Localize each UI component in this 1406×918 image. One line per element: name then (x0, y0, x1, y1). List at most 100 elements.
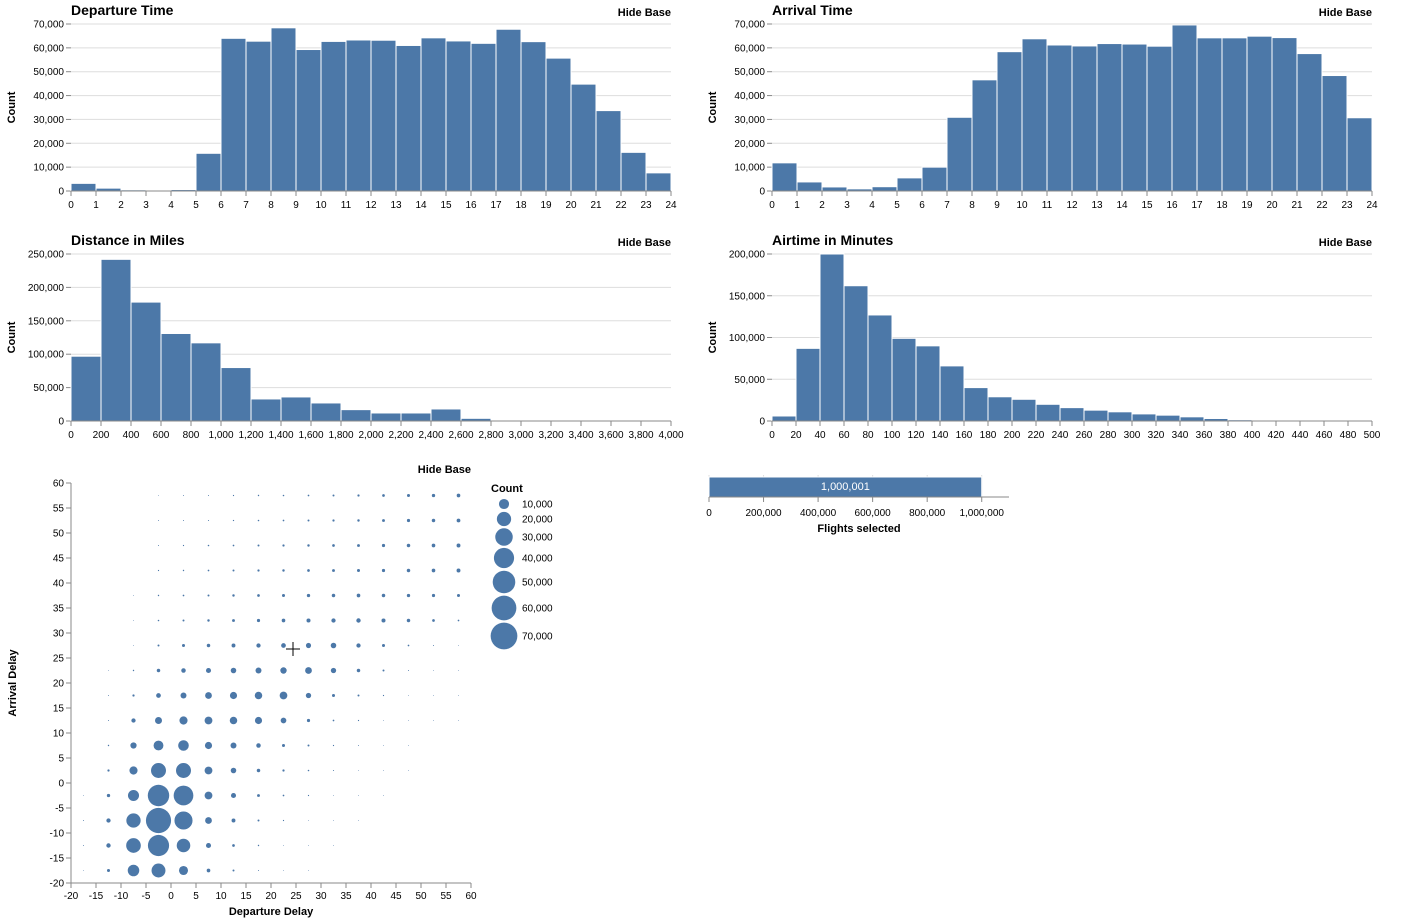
delay-point[interactable] (230, 667, 237, 674)
delay-point[interactable] (204, 791, 213, 800)
distance-bar[interactable] (130, 301, 162, 422)
delay-point[interactable] (307, 569, 310, 572)
delay-point[interactable] (383, 720, 384, 721)
delay-point[interactable] (205, 817, 212, 824)
delay-point[interactable] (229, 716, 238, 725)
delay-point[interactable] (431, 593, 436, 598)
distance-bar[interactable] (310, 402, 342, 422)
delay-point[interactable] (207, 594, 210, 597)
delay-point[interactable] (232, 869, 235, 872)
delay-point[interactable] (456, 593, 461, 598)
delay-point[interactable] (181, 668, 186, 673)
delay-point[interactable] (432, 619, 435, 622)
delay-point[interactable] (231, 818, 236, 823)
delay-point[interactable] (456, 518, 461, 523)
departure-bar[interactable] (345, 39, 372, 192)
delay-point[interactable] (431, 493, 436, 498)
departure-bar[interactable] (245, 40, 272, 192)
delay-point[interactable] (255, 667, 262, 674)
delay-point[interactable] (127, 864, 140, 877)
delay-point[interactable] (176, 838, 191, 853)
airtime-bar[interactable] (1107, 411, 1133, 422)
delay-point[interactable] (331, 618, 336, 623)
delay-point[interactable] (358, 820, 359, 821)
delay-point[interactable] (205, 842, 212, 849)
delay-point[interactable] (282, 794, 285, 797)
departure-hide-base-button[interactable]: Hide Base (618, 7, 671, 19)
delay-point[interactable] (131, 718, 136, 723)
arrival-bar[interactable] (871, 186, 898, 192)
delay-point[interactable] (357, 694, 360, 697)
delay-point[interactable] (107, 769, 110, 772)
delay-point[interactable] (207, 569, 210, 572)
departure-bar[interactable] (495, 28, 522, 192)
delay-point[interactable] (155, 717, 162, 724)
delay-point[interactable] (382, 669, 385, 672)
departure-bar[interactable] (645, 172, 672, 192)
delay-point[interactable] (256, 643, 261, 648)
delay-point[interactable] (207, 619, 210, 622)
delay-point[interactable] (257, 494, 260, 497)
delay-point[interactable] (305, 642, 312, 649)
delay-point[interactable] (256, 743, 261, 748)
delay-point[interactable] (157, 644, 160, 647)
delay-point[interactable] (156, 668, 161, 673)
delay-point[interactable] (257, 844, 260, 847)
delay-point[interactable] (232, 569, 235, 572)
delay-point[interactable] (330, 642, 337, 649)
delay-point[interactable] (207, 544, 210, 547)
delay-point[interactable] (173, 785, 194, 806)
delay-point[interactable] (332, 569, 335, 572)
delay-point[interactable] (406, 493, 411, 498)
airtime-hide-base-button[interactable]: Hide Base (1319, 237, 1372, 249)
delay-point[interactable] (106, 818, 111, 823)
airtime-bar[interactable] (1179, 416, 1205, 422)
delay-point[interactable] (458, 695, 459, 696)
delay-point[interactable] (306, 593, 311, 598)
delay-point[interactable] (204, 741, 213, 750)
delay-point[interactable] (132, 694, 135, 697)
delay-point[interactable] (332, 519, 335, 522)
airtime-bar[interactable] (1059, 407, 1085, 422)
delay-point[interactable] (279, 691, 288, 700)
delay-point[interactable] (407, 669, 410, 672)
delay-point[interactable] (257, 519, 260, 522)
delay-point[interactable] (356, 643, 361, 648)
delay-point[interactable] (406, 518, 411, 523)
delay-point[interactable] (230, 767, 237, 774)
distance-bar[interactable] (370, 412, 402, 422)
delay-point[interactable] (254, 716, 263, 725)
departure-bar[interactable] (320, 40, 347, 192)
delay-point[interactable] (127, 789, 140, 802)
delay-point[interactable] (282, 519, 285, 522)
delay-point[interactable] (306, 618, 311, 623)
arrival-bar[interactable] (1096, 43, 1123, 192)
delay-point[interactable] (305, 667, 312, 674)
arrival-bar[interactable] (1071, 45, 1098, 192)
delay-point[interactable] (281, 743, 286, 748)
arrival-bar[interactable] (1296, 53, 1323, 192)
delay-point[interactable] (382, 519, 385, 522)
delay-point[interactable] (126, 838, 141, 853)
delay-point[interactable] (332, 544, 335, 547)
delay-point[interactable] (307, 794, 310, 797)
departure-bar[interactable] (270, 27, 297, 192)
arrival-bar[interactable] (1121, 43, 1148, 192)
delay-point[interactable] (357, 719, 360, 722)
delay-point[interactable] (257, 819, 260, 822)
delay-point[interactable] (381, 593, 386, 598)
delay-point[interactable] (282, 819, 285, 822)
delay-point[interactable] (406, 618, 411, 623)
delay-point[interactable] (458, 645, 459, 646)
delay-point[interactable] (331, 593, 336, 598)
delay-point[interactable] (408, 720, 409, 721)
delay-point[interactable] (129, 766, 138, 775)
delay-point[interactable] (83, 820, 84, 821)
arrival-bar[interactable] (896, 177, 923, 192)
delay-point[interactable] (108, 695, 109, 696)
airtime-bar[interactable] (915, 345, 941, 422)
departure-bar[interactable] (445, 40, 472, 192)
delay-point[interactable] (178, 740, 189, 751)
delay-point[interactable] (408, 770, 409, 771)
delay-point[interactable] (458, 670, 459, 671)
